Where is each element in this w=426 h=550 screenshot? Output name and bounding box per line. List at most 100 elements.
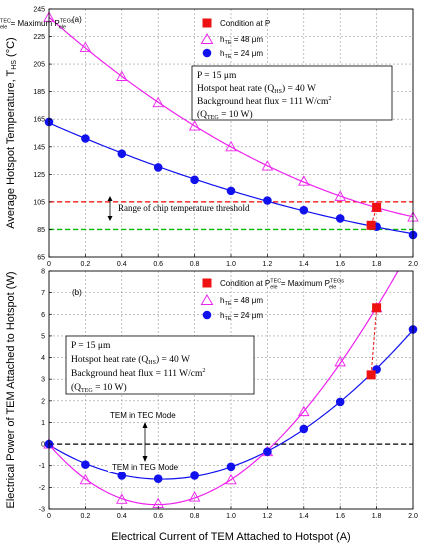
x-tick-label: 1.4	[299, 261, 309, 268]
data-point-circle	[335, 214, 345, 223]
svg-text:hTE = 24 μm: hTE = 24 μm	[220, 311, 263, 322]
panel-a-label: (a)	[72, 15, 82, 24]
panel-b-label: (b)	[72, 288, 82, 297]
panel-a-ylabel: Average Hotspot Temperature, THS (°C)	[5, 37, 18, 228]
data-point-triangle	[116, 493, 128, 504]
panel-b-markers	[43, 301, 418, 509]
y-tick-label: 3	[41, 377, 45, 384]
svg-text:P = 15 μm: P = 15 μm	[71, 341, 111, 351]
data-point-circle	[299, 205, 309, 215]
x-tick-label: 0	[47, 513, 51, 520]
legend-circle-marker	[202, 48, 212, 58]
data-point-circle	[299, 424, 309, 434]
legend-h24-label: hTE = 24 μm	[220, 49, 263, 60]
x-tick-label: 0	[47, 261, 51, 268]
x-tick-label: 2.0	[408, 513, 418, 520]
data-point-circle	[263, 447, 272, 456]
y-tick-label: 185	[33, 89, 45, 96]
y-tick-label: 165	[33, 117, 45, 124]
svg-text:(QTEG = 10 W): (QTEG = 10 W)	[71, 382, 127, 394]
data-point-circle	[153, 474, 163, 484]
x-tick-label: 0.2	[81, 513, 91, 520]
data-point-circle	[81, 134, 90, 143]
legend-triangle-marker	[200, 33, 214, 44]
y-tick-label: 125	[33, 172, 45, 179]
x-tick-label: 1.0	[226, 513, 236, 520]
data-point-square	[366, 220, 376, 230]
data-point-square	[372, 303, 382, 313]
panel-b: 0 0.2 0.4 0.6 0.8 1.0 1.2 1.4 1.6 1.8 2.0 -3 -2 -1 0 1 2…	[5, 269, 418, 544]
panel-b-xlabel: Electrical Current of TEM Attached to Ho…	[111, 531, 350, 543]
data-point-triangle	[225, 473, 237, 485]
y-tick-label: 6	[41, 312, 45, 319]
panel-b-legend: Condition at PTEC ele = Maximum PTEGs ele …	[200, 278, 344, 322]
data-point-circle	[117, 149, 127, 158]
y-tick-label: -1	[39, 463, 45, 470]
panel-a-info-box: P = 15 μm Hotspot heat rate (QHS) = 40 W…	[191, 65, 393, 121]
data-point-triangle	[79, 473, 92, 485]
svg-text:P = 15 μm: P = 15 μm	[197, 71, 237, 81]
data-point-triangle	[79, 41, 92, 53]
data-point-circle	[153, 163, 163, 172]
svg-text:Hotspot heat rate (QHS) = 40 W: Hotspot heat rate (QHS) = 40 W	[197, 83, 316, 95]
data-point-circle	[335, 397, 345, 407]
data-point-circle	[117, 471, 127, 480]
x-tick-label: 1.4	[299, 513, 309, 520]
svg-text:hTE = 48 μm: hTE = 48 μm	[220, 296, 263, 307]
y-tick-label: -2	[39, 485, 45, 492]
x-tick-label: 0.8	[190, 513, 200, 520]
panel-b-ylabel: Electrical Power of TEM Attached to Hots…	[5, 272, 17, 509]
x-tick-label: 1.6	[335, 261, 345, 268]
mode-annotation: TEM in TEC Mode TEM in TEG Mode	[106, 410, 179, 472]
data-point-circle	[81, 460, 90, 469]
y-tick-label: 205	[33, 62, 45, 69]
y-tick-label: 1	[41, 420, 45, 427]
x-tick-label: 1.8	[372, 513, 382, 520]
threshold-label: Range of chip temperature threshold	[118, 203, 250, 213]
panel-a-tick-labels: 0 0.2 0.4 0.6 0.8 1.0 1.2 1.4 1.6 1.8 2.0 65 85 105 12…	[33, 7, 418, 269]
panel-a: 0 0.2 0.4 0.6 0.8 1.0 1.2 1.4 1.6 1.8 2.0 65 85 105 12…	[0, 7, 419, 269]
x-tick-label: 1.2	[263, 261, 273, 268]
data-point-triangle	[188, 120, 201, 131]
x-tick-label: 0.6	[153, 261, 163, 268]
tec-mode-label: TEM in TEC Mode	[110, 411, 176, 420]
data-point-square	[372, 202, 382, 212]
data-point-triangle	[116, 70, 128, 81]
x-tick-label: 0.8	[190, 261, 200, 268]
y-tick-label: 65	[37, 255, 45, 262]
panel-a-legend: Condition at PTEC ele = Maximum PTEGs ele …	[0, 18, 270, 60]
y-tick-label: 7	[41, 290, 45, 297]
x-tick-label: 0.4	[117, 261, 127, 268]
data-point-triangle	[261, 160, 274, 171]
y-tick-label: 0	[41, 442, 45, 449]
data-point-circle	[190, 175, 199, 185]
data-point-triangle	[298, 405, 310, 417]
data-point-triangle	[188, 491, 201, 502]
data-point-triangle	[225, 140, 237, 152]
teg-mode-label: TEM in TEG Mode	[112, 463, 179, 472]
x-tick-label: 0.4	[117, 513, 127, 520]
data-point-circle	[190, 471, 199, 480]
x-tick-label: 1.6	[335, 513, 345, 520]
y-tick-label: 225	[33, 34, 45, 41]
x-tick-label: 1.0	[226, 261, 236, 268]
legend-condition-label: Condition at PTEC ele = Maximum PTEGs ele	[0, 19, 270, 31]
data-point-triangle	[152, 96, 164, 108]
data-point-circle	[226, 462, 236, 472]
panel-b-tick-labels: 0 0.2 0.4 0.6 0.8 1.0 1.2 1.4 1.6 1.8 2.0 -3 -2 -1 0 1 2…	[39, 269, 418, 521]
y-tick-label: 245	[33, 7, 45, 14]
svg-text:Background heat flux = 111 W/c: Background heat flux = 111 W/cm2	[197, 96, 331, 107]
x-tick-label: 1.2	[263, 513, 273, 520]
data-point-triangle	[298, 175, 310, 186]
data-point-square	[366, 370, 376, 380]
svg-text:Background heat flux = 111 W/c: Background heat flux = 111 W/cm2	[71, 368, 205, 379]
x-tick-label: 0.2	[81, 261, 91, 268]
svg-text:Hotspot heat rate (QHS) = 40 W: Hotspot heat rate (QHS) = 40 W	[71, 354, 190, 366]
legend-square-marker	[202, 18, 212, 28]
x-tick-label: 1.8	[372, 261, 382, 268]
legend-h48-label: hTE = 48 μm	[220, 35, 263, 46]
data-point-circle	[226, 186, 236, 196]
panel-a-markers	[43, 11, 419, 240]
